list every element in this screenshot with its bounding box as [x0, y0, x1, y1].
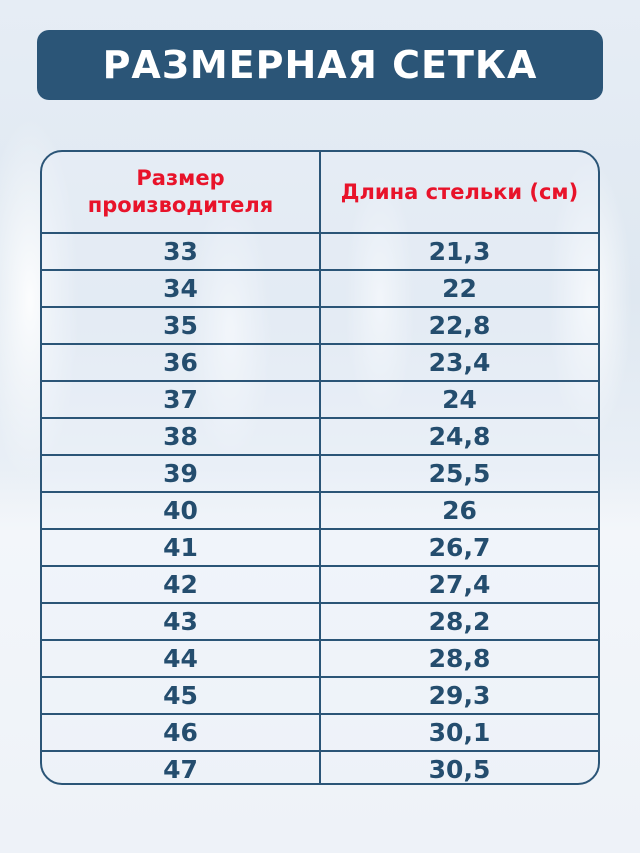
- table-row: 39 25,5: [42, 454, 598, 491]
- length-cell: 24: [319, 382, 598, 417]
- table-row: 41 26,7: [42, 528, 598, 565]
- length-cell: 26: [319, 493, 598, 528]
- size-cell: 43: [163, 607, 198, 636]
- size-cell: 37: [163, 385, 198, 414]
- size-cell: 39: [163, 459, 198, 488]
- size-cell: 34: [163, 274, 198, 303]
- table-row: 40 26: [42, 491, 598, 528]
- title-banner: РАЗМЕРНАЯ СЕТКА: [37, 30, 603, 100]
- table-header: Размер производителя Длина стельки (см): [42, 152, 598, 232]
- table-row: 38 24,8: [42, 417, 598, 454]
- length-cell: 22,8: [319, 308, 598, 343]
- length-cell: 28,8: [319, 641, 598, 676]
- size-table: Размер производителя Длина стельки (см) …: [40, 150, 600, 785]
- table-row: 43 28,2: [42, 602, 598, 639]
- table-row: 36 23,4: [42, 343, 598, 380]
- table-row: 44 28,8: [42, 639, 598, 676]
- size-cell: 46: [163, 718, 198, 747]
- length-cell: 25,5: [319, 456, 598, 491]
- length-cell: 26,7: [319, 530, 598, 565]
- size-cell: 33: [163, 237, 198, 266]
- table-row: 47 30,5: [42, 750, 598, 784]
- size-cell: 36: [163, 348, 198, 377]
- table-row: 34 22: [42, 269, 598, 306]
- length-cell: 30,1: [319, 715, 598, 750]
- table-row: 35 22,8: [42, 306, 598, 343]
- size-cell: 44: [163, 644, 198, 673]
- size-cell: 35: [163, 311, 198, 340]
- header-insole-length: Длина стельки (см): [319, 152, 598, 232]
- size-cell: 40: [163, 496, 198, 525]
- size-cell: 45: [163, 681, 198, 710]
- size-cell: 42: [163, 570, 198, 599]
- length-cell: 28,2: [319, 604, 598, 639]
- table-row: 42 27,4: [42, 565, 598, 602]
- size-cell: 38: [163, 422, 198, 451]
- header-manufacturer-size: Размер производителя: [87, 166, 274, 217]
- table-row: 33 21,3: [42, 232, 598, 269]
- length-cell: 21,3: [319, 234, 598, 269]
- size-cell: 41: [163, 533, 198, 562]
- size-cell: 47: [163, 755, 198, 784]
- table-row: 46 30,1: [42, 713, 598, 750]
- length-cell: 30,5: [319, 752, 598, 783]
- length-cell: 29,3: [319, 678, 598, 713]
- table-row: 37 24: [42, 380, 598, 417]
- page-title: РАЗМЕРНАЯ СЕТКА: [102, 43, 538, 87]
- table-row: 45 29,3: [42, 676, 598, 713]
- length-cell: 27,4: [319, 567, 598, 602]
- length-cell: 22: [319, 271, 598, 306]
- length-cell: 24,8: [319, 419, 598, 454]
- length-cell: 23,4: [319, 345, 598, 380]
